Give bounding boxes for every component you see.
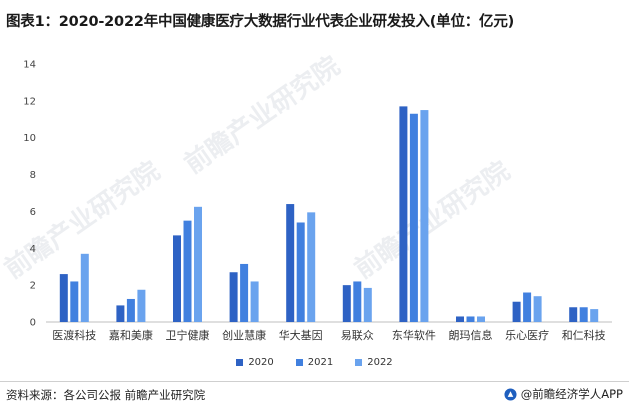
legend-swatch-2020 [236, 359, 244, 366]
legend-swatch-2022 [355, 359, 363, 366]
legend-label-2021: 2021 [307, 357, 334, 368]
chart-area: 0 2 4 6 8 10 12 14 医渡科技 嘉和美康 卫宁健康 创业慧康 华大基因 易联众 东华软件 朗玛… [0, 40, 629, 380]
qianzhan-logo-icon [504, 387, 517, 401]
bar-2022 [533, 296, 542, 322]
y-tick-label: 8 [30, 170, 36, 181]
y-tick-label: 4 [30, 244, 36, 255]
x-tick-label: 华大基因 [279, 328, 323, 342]
bar-2022 [477, 316, 485, 322]
bar-2022 [420, 110, 429, 322]
bar-chart: 0 2 4 6 8 10 12 14 医渡科技 嘉和美康 卫宁健康 创业慧康 华大基因 易联众 东华软件 朗玛… [23, 60, 612, 342]
y-tick-label: 10 [23, 133, 36, 144]
bar-2020 [116, 305, 125, 322]
x-tick-label: 嘉和美康 [109, 328, 153, 342]
bar-2022 [307, 212, 316, 322]
bar-2022 [590, 309, 599, 322]
x-tick-label: 易联众 [341, 329, 374, 342]
bar-2022 [250, 281, 259, 322]
bar-2020 [286, 204, 295, 322]
bar-2021 [70, 281, 79, 322]
legend-item-2022: 2022 [355, 357, 393, 368]
bar-2022 [137, 289, 146, 322]
bar-2021 [579, 307, 588, 322]
bar-2021 [126, 298, 135, 322]
brand-credit: @前瞻经济学人APP [504, 386, 623, 402]
y-tick-label: 6 [30, 207, 36, 218]
y-tick-label: 12 [23, 96, 36, 107]
bar-2020 [342, 285, 351, 322]
legend: 2020 2021 2022 [0, 357, 629, 368]
chart-title: 图表1：2020-2022年中国健康医疗大数据行业代表企业研发投入(单位：亿元) [6, 14, 515, 30]
bar-2021 [353, 281, 362, 322]
bar-2022 [194, 206, 202, 322]
bar-2021 [466, 316, 475, 322]
bar-2020 [512, 301, 521, 322]
y-tick-label: 0 [30, 318, 36, 329]
bar-2020 [456, 316, 464, 322]
x-tick-label: 朗玛信息 [449, 328, 493, 342]
bar-2021 [183, 220, 192, 322]
bar-2020 [59, 274, 68, 322]
bar-2020 [399, 106, 408, 322]
bar-2021 [296, 222, 305, 322]
legend-swatch-2021 [295, 359, 303, 366]
bar-2021 [523, 292, 532, 322]
x-tick-label: 东华软件 [392, 328, 436, 342]
legend-label-2020: 2020 [248, 357, 274, 368]
x-tick-label: 和仁科技 [562, 328, 606, 342]
bar-2020 [229, 272, 238, 322]
bar-2022 [80, 253, 89, 322]
bar-2021 [409, 113, 418, 322]
bar-2021 [240, 263, 249, 322]
brand-text: @前瞻经济学人APP [520, 387, 623, 401]
legend-item-2021: 2021 [295, 357, 334, 368]
x-tick-label: 创业慧康 [222, 328, 266, 342]
x-tick-label: 医渡科技 [52, 328, 96, 342]
legend-item-2020: 2020 [236, 357, 274, 368]
legend-label-2022: 2022 [367, 357, 393, 368]
source-note: 资料来源：各公司公报 前瞻产业研究院 [6, 388, 206, 402]
bar-2022 [363, 287, 372, 322]
y-tick-label: 14 [23, 60, 36, 71]
x-tick-label: 卫宁健康 [166, 328, 210, 342]
bar-2020 [569, 307, 578, 322]
footer-divider [0, 381, 629, 382]
y-tick-label: 2 [30, 281, 36, 292]
bar-2020 [173, 235, 181, 322]
x-tick-label: 乐心医疗 [505, 328, 549, 342]
